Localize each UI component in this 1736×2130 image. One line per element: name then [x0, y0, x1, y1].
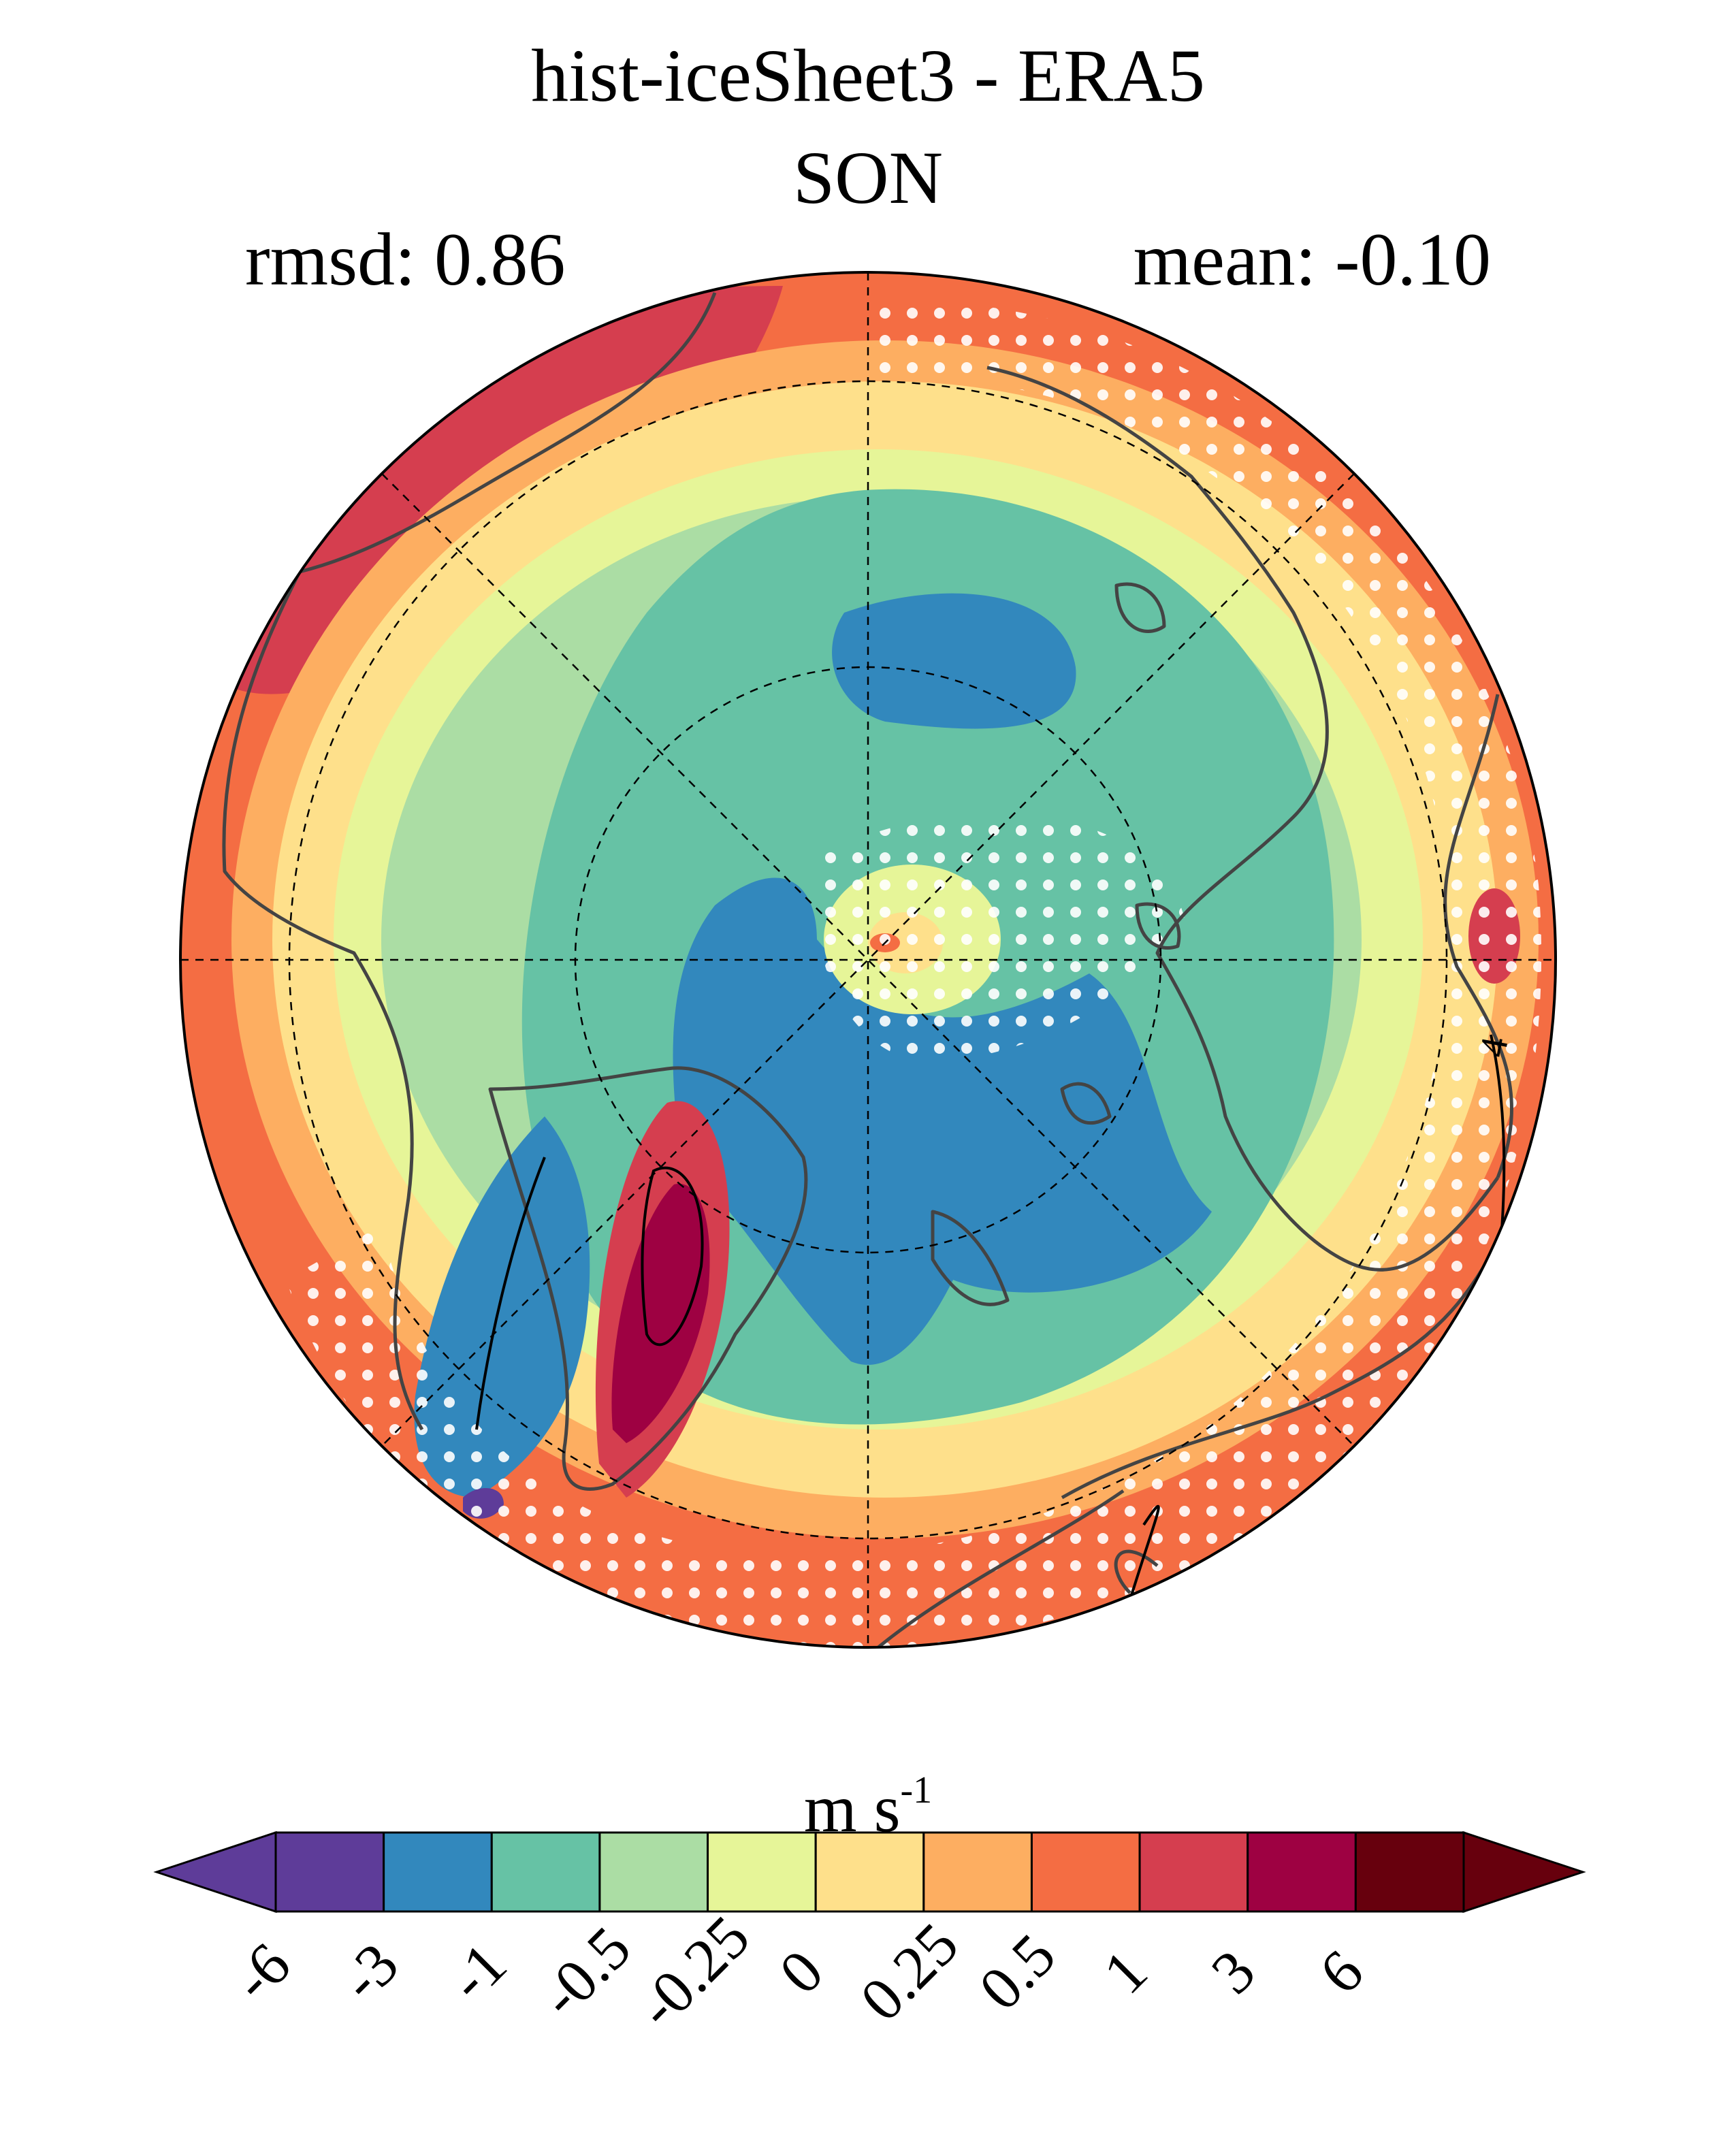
colorbar-bin: [814, 1831, 925, 1913]
colorbar-tick-label: -3: [327, 1931, 411, 2014]
colorbar-bin: [1247, 1831, 1357, 1913]
colorbar-tick-label: 1: [1091, 1937, 1160, 2007]
colorbar-tick-label: 6: [1307, 1937, 1377, 2007]
map-subtitle: SON: [793, 136, 943, 219]
coastlines: [222, 292, 1513, 1647]
colorbar-tick-label: -1: [436, 1931, 519, 2014]
colorbar-bin: [1030, 1831, 1141, 1913]
map-title: hist-iceSheet3 - ERA5: [531, 34, 1205, 117]
colorbar-tick-label: -0.25: [624, 1903, 762, 2042]
colorbar-tick-label: 3: [1199, 1937, 1268, 2007]
colorbar: -6 -3 -1 -0.5-0.25 0 0.250.5 1 3 6: [153, 1830, 1586, 2042]
graticule: [180, 272, 1556, 1647]
units-exponent: -1: [901, 1769, 933, 1811]
colorbar-extend-under: [153, 1830, 277, 1914]
colorbar-bin: [598, 1831, 709, 1913]
colorbar-bin: [274, 1831, 385, 1913]
colorbar-tick-label: -6: [220, 1931, 304, 2014]
colorbar-bin: [1354, 1831, 1465, 1913]
colorbar-tick-label: 0.25: [848, 1910, 971, 2033]
map-boundary: [179, 271, 1557, 1649]
colorbar-bin: [383, 1831, 493, 1913]
colorbar-bin: [1138, 1831, 1249, 1913]
colorbar-tick-label: 0: [767, 1937, 836, 2007]
region-strong-neg-arctic-ocean: [832, 593, 1076, 729]
colorbar-bin: [922, 1831, 1033, 1913]
colorbar-tick-label: 0.5: [967, 1921, 1069, 2023]
colorbar-extend-over: [1462, 1830, 1586, 1914]
colorbar-bin: [490, 1831, 601, 1913]
rmsd-label: rmsd: 0.86: [245, 218, 566, 301]
polar-map: 4: [179, 271, 1557, 1649]
significance-stippling: [286, 299, 1542, 1647]
region-extreme-pos-greenland: [611, 1184, 710, 1443]
colorbar-bin: [707, 1831, 817, 1913]
colorbar-tick-label: -0.5: [528, 1914, 644, 2031]
mean-label: mean: -0.10: [1134, 218, 1491, 301]
